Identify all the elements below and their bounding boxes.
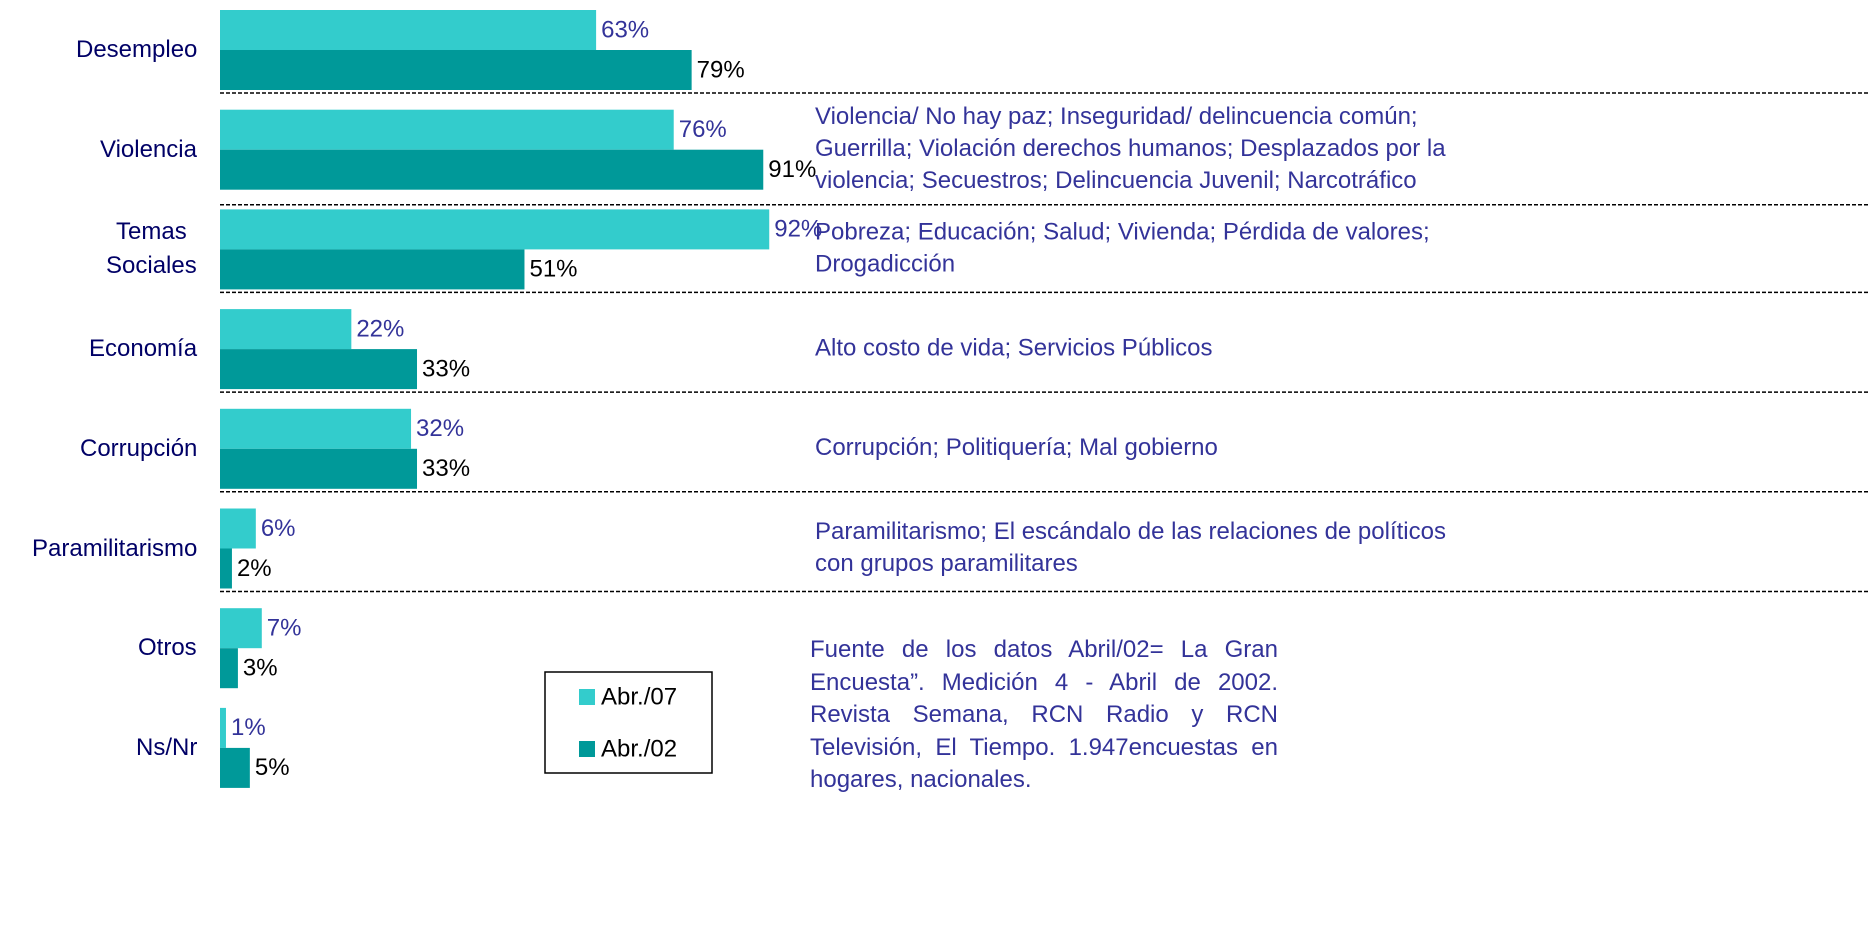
bar xyxy=(220,707,226,748)
category-label: Corrupción xyxy=(80,434,198,462)
value-label: 63% xyxy=(601,16,649,43)
bar xyxy=(220,209,770,250)
value-label: 1% xyxy=(231,714,266,741)
bar xyxy=(220,548,232,589)
bar xyxy=(220,408,412,449)
value-label: 91% xyxy=(768,156,816,183)
category-label: Violencia xyxy=(100,135,197,163)
value-label: 7% xyxy=(267,615,302,642)
category-label: Economía xyxy=(89,335,198,363)
legend-label: Abr./02 xyxy=(601,735,677,762)
bar xyxy=(220,149,764,190)
value-label: 79% xyxy=(697,56,745,83)
description: Alto costo de vida; Servicios Públicos xyxy=(815,334,1213,361)
source-note: Fuente de los datos Abril/02= La Gran En… xyxy=(810,636,1278,793)
description: Drogadicción xyxy=(815,251,955,278)
bar xyxy=(220,10,597,50)
description: Paramilitarismo; El escándalo de las rel… xyxy=(815,518,1446,545)
description: Pobreza; Educación; Salud; Vivienda; Pér… xyxy=(815,219,1430,246)
category-label: Desempleo xyxy=(76,36,198,63)
bar xyxy=(220,109,674,150)
value-label: 33% xyxy=(422,455,470,482)
description: con grupos paramilitares xyxy=(815,550,1078,577)
description: violencia; Secuestros; Delincuencia Juve… xyxy=(815,167,1417,194)
category-label: Ns/Nr xyxy=(136,733,198,761)
bar xyxy=(220,50,692,90)
bar xyxy=(220,349,418,390)
bar xyxy=(220,309,352,350)
legend-swatch xyxy=(579,689,595,705)
description: Guerrilla; Violación derechos humanos; D… xyxy=(815,135,1446,162)
value-label: 51% xyxy=(529,256,577,283)
legend-box xyxy=(544,671,713,774)
bar xyxy=(220,608,262,649)
value-label: 3% xyxy=(243,655,278,682)
description: Corrupción; Politiquería; Mal gobierno xyxy=(815,434,1218,461)
value-label: 32% xyxy=(416,415,464,442)
category-label: Paramilitarismo xyxy=(32,534,198,562)
value-label: 33% xyxy=(422,355,470,382)
value-label: 76% xyxy=(679,116,727,143)
description: Violencia/ No hay paz; Inseguridad/ deli… xyxy=(815,103,1418,130)
category-label: Otros xyxy=(138,634,197,662)
value-label: 2% xyxy=(237,555,272,582)
value-label: 22% xyxy=(356,315,404,342)
bar xyxy=(220,747,250,788)
bar xyxy=(220,508,256,549)
category-label: Temas Sociales xyxy=(106,218,197,280)
value-label: 6% xyxy=(261,515,296,542)
value-label: 5% xyxy=(255,754,290,781)
legend-swatch xyxy=(579,741,595,757)
bar xyxy=(220,648,238,689)
value-label: 92% xyxy=(774,216,822,243)
bar xyxy=(220,249,525,290)
legend-label: Abr./07 xyxy=(601,683,677,710)
bar xyxy=(220,448,418,489)
